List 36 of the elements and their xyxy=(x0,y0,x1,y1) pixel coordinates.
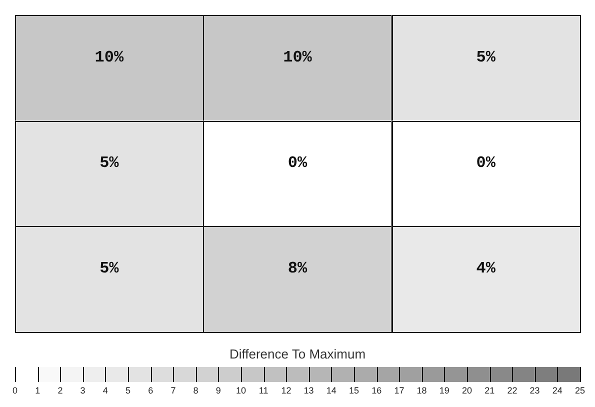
data-label: 5% xyxy=(100,154,120,172)
color-bar-label: 3 xyxy=(80,385,86,396)
color-bar-label: 24 xyxy=(552,385,562,396)
color-bar-label: 14 xyxy=(326,385,336,396)
color-bar-label: 7 xyxy=(170,385,176,396)
data-label: 0% xyxy=(288,154,308,172)
color-bar-label: 25 xyxy=(574,385,586,396)
color-bar-label: 0 xyxy=(12,385,18,396)
color-bar-label: 4 xyxy=(102,385,108,396)
color-bar-label: 1 xyxy=(35,385,40,396)
color-bar-label: 11 xyxy=(258,385,268,396)
color-bar-label: 9 xyxy=(216,385,221,396)
color-bar-label: 13 xyxy=(304,385,314,396)
color-bar-label: 5 xyxy=(125,385,131,396)
color-bar-label: 23 xyxy=(530,385,540,396)
color-bar-label: 21 xyxy=(484,385,495,396)
data-label: 5% xyxy=(476,48,496,66)
color-bar-label: 8 xyxy=(193,385,198,396)
color-bar-label: 18 xyxy=(416,385,427,396)
color-bar-label: 10 xyxy=(236,385,246,396)
color-bar-label: 2 xyxy=(58,385,63,396)
data-label: 5% xyxy=(100,260,120,278)
data-label: 10% xyxy=(283,48,312,66)
color-bar-label: 17 xyxy=(394,385,404,396)
data-label: 4% xyxy=(476,260,496,278)
color-bar-title: Difference To Maximum xyxy=(229,346,366,362)
color-bar-label: 16 xyxy=(372,385,382,396)
data-label: 8% xyxy=(288,260,308,278)
color-bar-label: 6 xyxy=(148,385,154,396)
color-bar-label: 15 xyxy=(348,385,360,396)
color-bar-label: 22 xyxy=(507,385,518,396)
color-bar-label: 20 xyxy=(462,385,472,396)
data-label: 10% xyxy=(94,48,124,66)
color-bar-label: 19 xyxy=(439,385,450,396)
color-bar-label: 12 xyxy=(281,385,292,396)
data-label: 0% xyxy=(476,154,496,172)
